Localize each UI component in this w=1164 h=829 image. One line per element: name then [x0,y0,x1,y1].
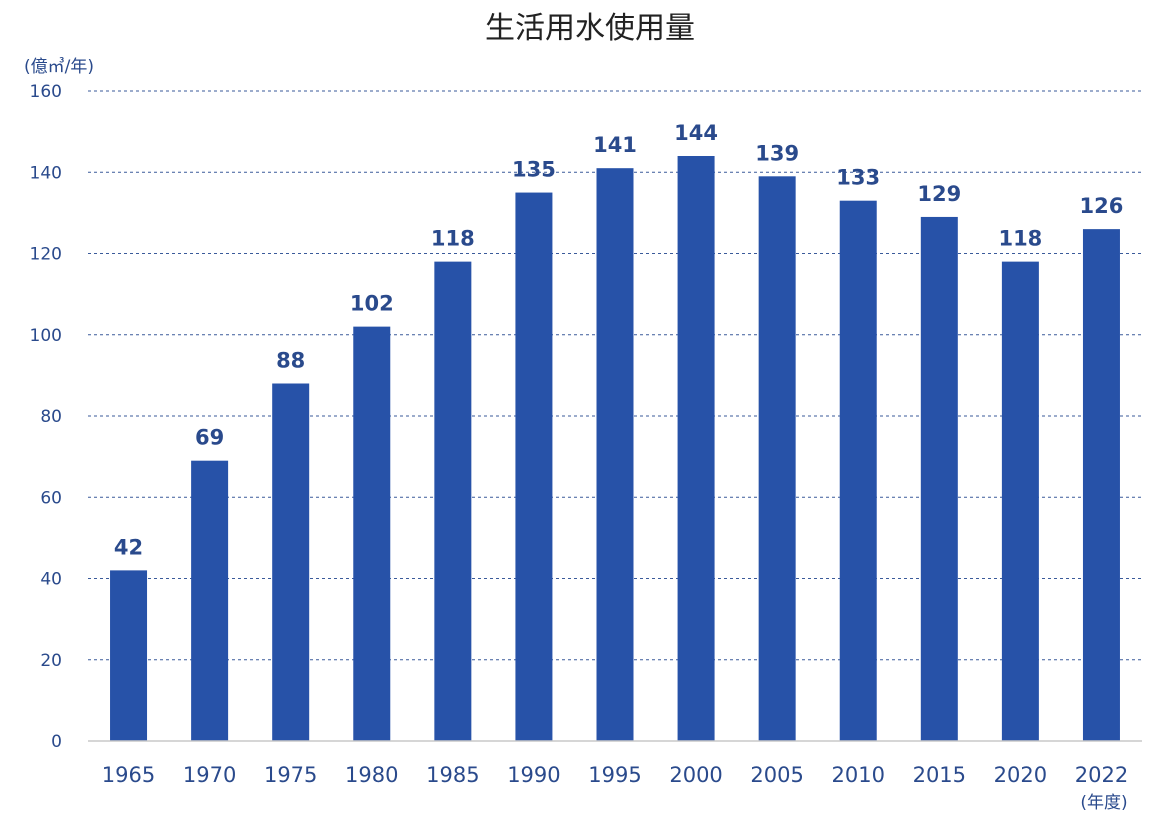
data-label: 102 [350,292,394,316]
data-label: 144 [674,121,718,145]
y-tick-label: 140 [30,163,62,183]
x-axis-unit-label: (年度) [1080,793,1127,813]
data-label: 129 [917,182,961,206]
data-label: 118 [431,227,475,251]
x-tick-label: 2000 [669,763,722,787]
data-label: 126 [1080,194,1124,218]
y-tick-label: 40 [40,570,62,590]
bar [434,261,472,741]
x-tick-label: 1985 [426,763,479,787]
x-tick-label: 2010 [832,763,885,787]
x-tick-label: 1995 [588,763,641,787]
bar [515,192,553,741]
bar [758,176,796,741]
bar [191,460,229,741]
data-label: 118 [998,227,1042,251]
data-label: 88 [276,349,305,373]
gridlines [88,90,1142,661]
chart-title: 生活用水使用量 [485,11,695,46]
y-tick-label: 100 [30,326,62,346]
y-tick-label: 80 [40,407,62,427]
x-tick-label: 1980 [345,763,398,787]
bar [920,216,958,741]
x-tick-label: 1990 [507,763,560,787]
bar [353,326,391,741]
bar [272,383,310,741]
bars [110,156,1120,741]
data-label: 141 [593,133,637,157]
bar [839,200,877,741]
data-label: 42 [114,535,143,559]
bar [1082,229,1120,741]
y-axis-ticks: 0 20 40 60 80 100 120 140 160 [30,82,62,752]
data-label: 133 [836,166,880,190]
y-tick-label: 0 [51,732,62,752]
x-tick-label: 2020 [994,763,1047,787]
bar [677,156,715,741]
y-tick-label: 160 [30,82,62,102]
x-axis-ticks: 1965 1970 1975 1980 1985 1990 1995 2000 2005 2010… [102,763,1128,787]
y-tick-label: 20 [40,651,62,671]
bar [596,168,634,741]
y-tick-label: 120 [30,245,62,265]
y-tick-label: 60 [40,488,62,508]
x-tick-label: 1965 [102,763,155,787]
bar [1001,261,1039,741]
x-tick-label: 1970 [183,763,236,787]
y-axis-unit-label: (億㎥/年) [24,57,94,77]
x-tick-label: 1975 [264,763,317,787]
data-labels: 42 69 88 102 118 135 141 144 139 133 129 118 126 [114,121,1123,559]
bar [110,570,148,741]
x-tick-label: 2022 [1075,763,1128,787]
x-tick-label: 2015 [913,763,966,787]
data-label: 139 [755,141,799,165]
x-tick-label: 2005 [750,763,803,787]
data-label: 69 [195,426,224,450]
data-label: 135 [512,158,556,182]
